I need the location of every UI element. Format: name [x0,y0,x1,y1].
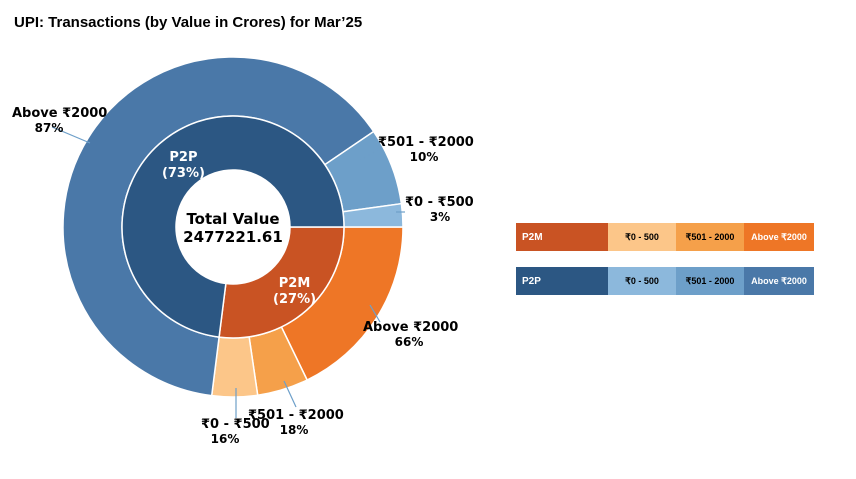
outer-label-p2p-above-2000: Above ₹2000 [12,106,107,121]
legend-p2m-above-2000: Above ₹2000 [744,223,814,251]
inner-slice-p2p [121,115,345,338]
outer-pct-p2p-501-2000: 10% [410,150,439,164]
legend-p2m-name: P2M [516,223,608,251]
outer-pct-p2p-0-500: 3% [430,210,450,224]
legend-row-p2p: P2P ₹0 - 500 ₹501 - 2000 Above ₹2000 [516,267,814,295]
legend-row-p2m: P2M ₹0 - 500 ₹501 - 2000 Above ₹2000 [516,223,814,251]
center-total: 2477221.61 [183,228,283,246]
legend-p2p-name: P2P [516,267,608,295]
leader-line-p2m-above-2000 [369,304,381,323]
page-title: UPI: Transactions (by Value in Crores) f… [14,14,363,31]
outer-label-p2m-above-2000: Above ₹2000 [363,320,458,335]
outer-pct-p2m-0-500: 16% [211,432,240,446]
center-title: Total Value [186,210,279,228]
outer-label-p2p-501-2000: ₹501 - ₹2000 [378,135,474,150]
legend-p2m-501-2000: ₹501 - 2000 [676,223,744,251]
leader-line-p2m-501-2000 [283,380,297,408]
inner-label-p2m: P2M [279,276,311,291]
outer-label-p2p-0-500: ₹0 - ₹500 [405,195,474,210]
inner-pct-p2p: (73%) [162,166,205,181]
leader-line-p2p-above-2000 [51,126,91,144]
outer-label-p2m-501-2000: ₹501 - ₹2000 [248,408,344,423]
inner-label-p2p: P2P [169,150,197,165]
legend-p2p-0-500: ₹0 - 500 [608,267,676,295]
inner-pct-p2m: (27%) [273,292,316,307]
legend-p2m-0-500: ₹0 - 500 [608,223,676,251]
outer-label-p2m-0-500: ₹0 - ₹500 [201,417,270,432]
leader-line-p2p-501-2000 [359,149,379,161]
legend-p2p-501-2000: ₹501 - 2000 [676,267,744,295]
legend-p2p-above-2000: Above ₹2000 [744,267,814,295]
outer-pct-p2m-above-2000: 66% [395,335,424,349]
outer-pct-p2p-above-2000: 87% [35,121,64,135]
inner-slice-p2m [218,226,345,339]
outer-pct-p2m-501-2000: 18% [280,423,309,437]
